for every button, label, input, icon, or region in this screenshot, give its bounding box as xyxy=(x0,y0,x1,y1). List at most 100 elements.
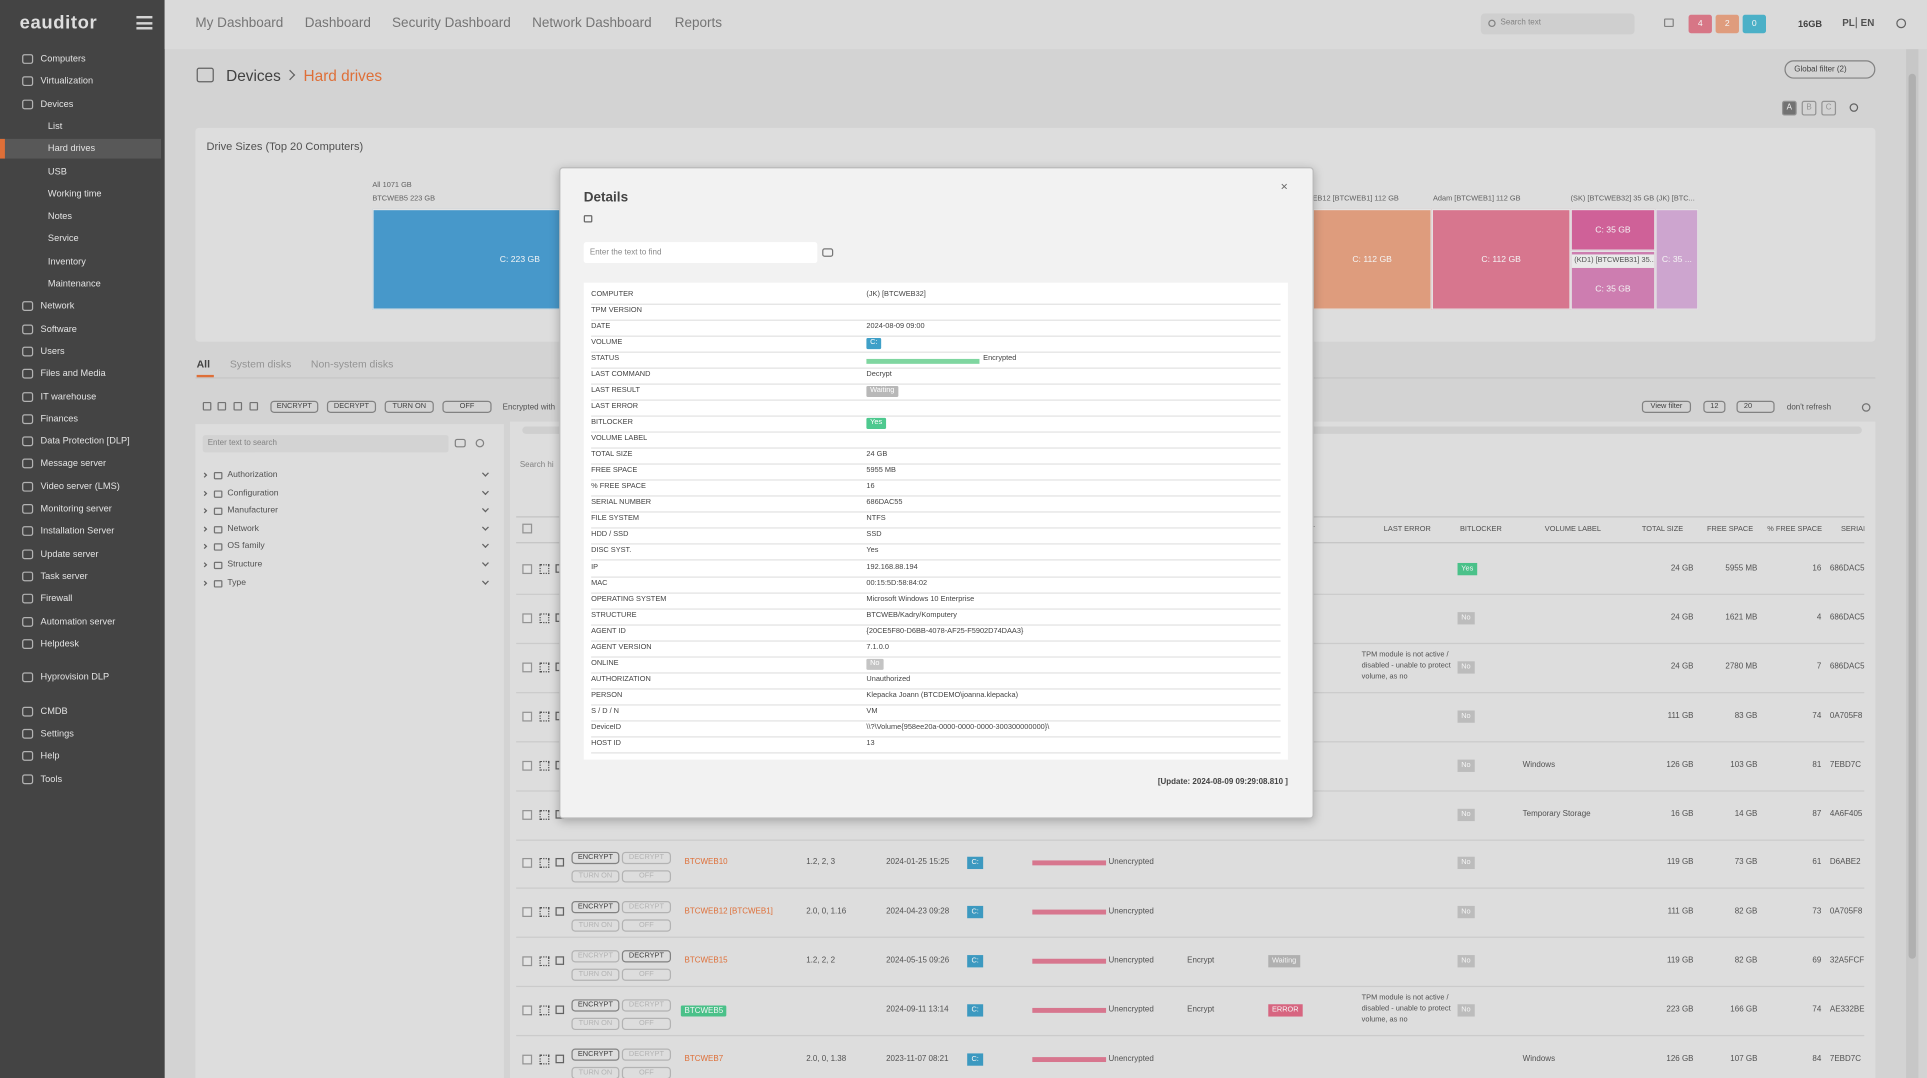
lang[interactable]: PL xyxy=(1842,17,1855,29)
row-grid-icon[interactable] xyxy=(539,956,550,967)
menu-item[interactable]: Message server xyxy=(40,457,107,469)
column-header[interactable]: LAST ERROR xyxy=(1383,526,1431,534)
submenu-item[interactable]: Hard drives xyxy=(47,142,96,154)
row-grid-icon[interactable] xyxy=(539,711,550,722)
row-grid-icon[interactable] xyxy=(539,1054,550,1065)
submenu-item[interactable]: Maintenance xyxy=(47,277,101,289)
clear-icon[interactable] xyxy=(454,438,466,448)
row-button[interactable]: ENCRYPT xyxy=(571,999,620,1012)
alert-badge[interactable]: 4 xyxy=(1688,14,1712,34)
treemap-block[interactable]: C: 112 GB xyxy=(1312,208,1432,310)
row-grid-icon[interactable] xyxy=(539,760,550,771)
cell-name[interactable]: BTCWEB15 xyxy=(684,956,728,966)
tree-item[interactable]: Authorization xyxy=(227,470,278,480)
menu-item[interactable]: Data Protection [DLP] xyxy=(40,435,130,447)
breadcrumb-parent[interactable]: Devices xyxy=(226,67,281,85)
row-checkbox[interactable] xyxy=(522,907,533,918)
cell-name[interactable]: BTCWEB7 xyxy=(684,1054,724,1064)
row-button[interactable]: ENCRYPT xyxy=(571,901,620,914)
toolbar-button[interactable]: ENCRYPT xyxy=(270,400,319,414)
tool-icon[interactable] xyxy=(249,401,259,411)
row-checkbox[interactable] xyxy=(522,662,533,673)
tree-item[interactable]: Network xyxy=(227,524,259,534)
tool-icon[interactable] xyxy=(233,401,243,411)
menu-item[interactable]: Update server xyxy=(40,547,99,559)
row-grid-icon[interactable] xyxy=(539,809,550,820)
submenu-item[interactable]: Working time xyxy=(47,187,102,199)
menu-item[interactable]: Automation server xyxy=(40,615,116,627)
row-checkbox[interactable] xyxy=(522,858,533,869)
row-checkbox[interactable] xyxy=(522,564,533,575)
menu-item[interactable]: CMDB xyxy=(40,705,68,717)
row-grid-icon[interactable] xyxy=(539,858,550,869)
settings-icon[interactable] xyxy=(1849,103,1859,112)
submenu-item[interactable]: List xyxy=(47,120,63,132)
search-box[interactable]: Search text xyxy=(1480,13,1635,35)
tab[interactable]: All xyxy=(196,357,210,370)
tree-item[interactable]: Structure xyxy=(227,560,263,570)
row-button[interactable]: ENCRYPT xyxy=(571,852,620,865)
nav-link[interactable]: My Dashboard xyxy=(195,15,284,31)
submenu-item[interactable]: Service xyxy=(47,232,79,244)
row-detail-icon[interactable] xyxy=(555,1054,565,1064)
menu-item[interactable]: Software xyxy=(40,322,77,334)
row-checkbox[interactable] xyxy=(522,760,533,771)
row-checkbox[interactable] xyxy=(522,1054,533,1065)
filter-search[interactable]: Enter text to search xyxy=(202,435,449,453)
global-filter[interactable]: Global filter (2) xyxy=(1784,60,1876,79)
page-size[interactable]: 20 xyxy=(1736,400,1775,414)
menu-item[interactable]: Computers xyxy=(40,52,86,64)
row-grid-icon[interactable] xyxy=(539,613,550,624)
tool-icon[interactable] xyxy=(217,401,227,411)
menu-item[interactable]: Network xyxy=(40,300,75,312)
row-checkbox[interactable] xyxy=(522,711,533,722)
menu-button[interactable] xyxy=(136,15,153,30)
treemap-block[interactable]: (KD1) [BTCWEB31] 35... C: 35 GB xyxy=(1570,250,1656,310)
toolbar-button[interactable]: TURN ON xyxy=(384,400,434,414)
menu-item[interactable]: Installation Server xyxy=(40,525,115,537)
menu-item[interactable]: Firewall xyxy=(40,592,73,604)
power-icon[interactable] xyxy=(1896,18,1907,29)
row-detail-icon[interactable] xyxy=(555,1005,565,1015)
tree-item[interactable]: Type xyxy=(227,578,247,588)
tab[interactable]: System disks xyxy=(229,357,292,370)
menu-item[interactable]: Virtualization xyxy=(40,75,94,87)
toolbar-button[interactable]: OFF xyxy=(442,400,492,414)
toolbar-button[interactable]: DECRYPT xyxy=(326,400,377,414)
submenu-item[interactable]: Inventory xyxy=(47,255,86,267)
column-header[interactable]: VOLUME LABEL xyxy=(1544,526,1601,534)
row-grid-icon[interactable] xyxy=(539,907,550,918)
menu-item[interactable]: Devices xyxy=(40,97,74,109)
column-header[interactable]: BITLOCKER xyxy=(1459,526,1502,534)
alert-badge[interactable]: 0 xyxy=(1742,14,1767,34)
view-button[interactable]: C xyxy=(1821,100,1837,116)
refresh-icon[interactable] xyxy=(1861,403,1871,412)
view-filter[interactable]: View filter xyxy=(1641,400,1692,414)
row-checkbox[interactable] xyxy=(522,956,533,967)
tab[interactable]: Non-system disks xyxy=(310,357,394,370)
tree-item[interactable]: Configuration xyxy=(227,488,279,498)
row-button[interactable]: ENCRYPT xyxy=(571,1048,620,1061)
row-detail-icon[interactable] xyxy=(555,858,565,868)
cell-name[interactable]: BTCWEB5 xyxy=(680,1005,727,1017)
cell-name[interactable]: BTCWEB10 xyxy=(684,858,728,868)
menu-item[interactable]: IT warehouse xyxy=(40,390,97,402)
menu-item[interactable]: Tools xyxy=(40,772,63,784)
row-button[interactable]: DECRYPT xyxy=(621,950,672,963)
treemap-block[interactable]: C: 112 GB xyxy=(1431,208,1571,310)
menu-item[interactable]: Files and Media xyxy=(40,367,106,379)
menu-item[interactable]: Settings xyxy=(40,727,74,739)
treemap-block[interactable]: C: 35 GB xyxy=(1570,208,1656,251)
row-detail-icon[interactable] xyxy=(555,907,565,917)
tree-item[interactable]: Manufacturer xyxy=(227,506,279,516)
view-button[interactable]: B xyxy=(1801,100,1817,116)
refresh-select[interactable]: don't refresh xyxy=(1786,403,1832,412)
menu-item[interactable]: Users xyxy=(40,345,65,357)
row-checkbox[interactable] xyxy=(522,1005,533,1016)
nav-link[interactable]: Reports xyxy=(674,15,723,31)
menu-item[interactable]: Finances xyxy=(40,412,78,424)
column-header[interactable]: FREE SPACE xyxy=(1707,526,1754,534)
row-grid-icon[interactable] xyxy=(539,564,550,575)
menu-item[interactable]: Help xyxy=(40,750,60,762)
menu-item[interactable]: Hyprovision DLP xyxy=(40,671,110,683)
